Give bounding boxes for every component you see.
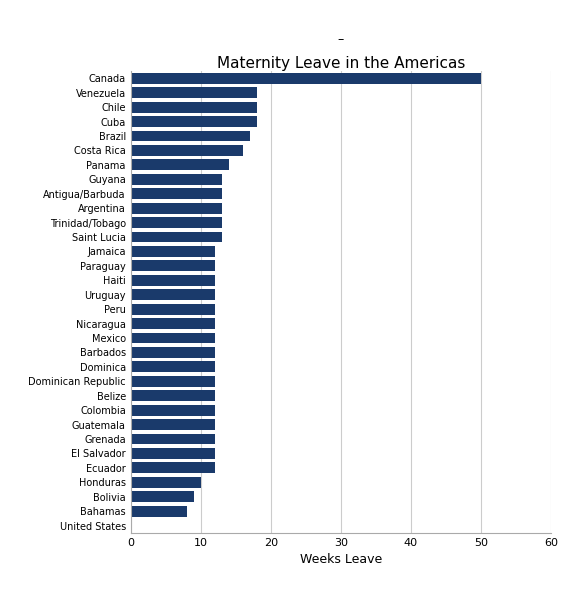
Bar bbox=[131, 347, 215, 358]
Bar bbox=[131, 462, 215, 473]
Bar bbox=[131, 275, 215, 286]
Bar bbox=[131, 419, 215, 430]
Bar bbox=[131, 102, 257, 112]
Bar bbox=[131, 304, 215, 314]
Bar bbox=[131, 433, 215, 445]
Bar bbox=[131, 260, 215, 271]
Bar bbox=[131, 376, 215, 387]
Bar bbox=[131, 318, 215, 329]
Bar bbox=[131, 231, 222, 242]
Bar bbox=[131, 87, 257, 98]
Bar bbox=[131, 188, 222, 199]
Bar bbox=[131, 491, 194, 502]
Bar bbox=[131, 390, 215, 401]
Bar bbox=[131, 116, 257, 127]
Bar bbox=[131, 145, 243, 156]
Bar bbox=[131, 333, 215, 343]
Title: Maternity Leave in the Americas: Maternity Leave in the Americas bbox=[216, 56, 465, 71]
Bar bbox=[131, 131, 250, 141]
X-axis label: Weeks Leave: Weeks Leave bbox=[300, 553, 382, 566]
Bar bbox=[131, 73, 481, 83]
Text: –: – bbox=[337, 33, 344, 46]
Bar bbox=[131, 159, 229, 170]
Bar bbox=[131, 506, 187, 517]
Bar bbox=[131, 217, 222, 228]
Bar bbox=[131, 362, 215, 372]
Bar bbox=[131, 289, 215, 300]
Bar bbox=[131, 246, 215, 257]
Bar bbox=[131, 477, 201, 488]
Bar bbox=[131, 405, 215, 416]
Bar bbox=[131, 448, 215, 459]
Bar bbox=[131, 174, 222, 185]
Bar bbox=[131, 202, 222, 214]
